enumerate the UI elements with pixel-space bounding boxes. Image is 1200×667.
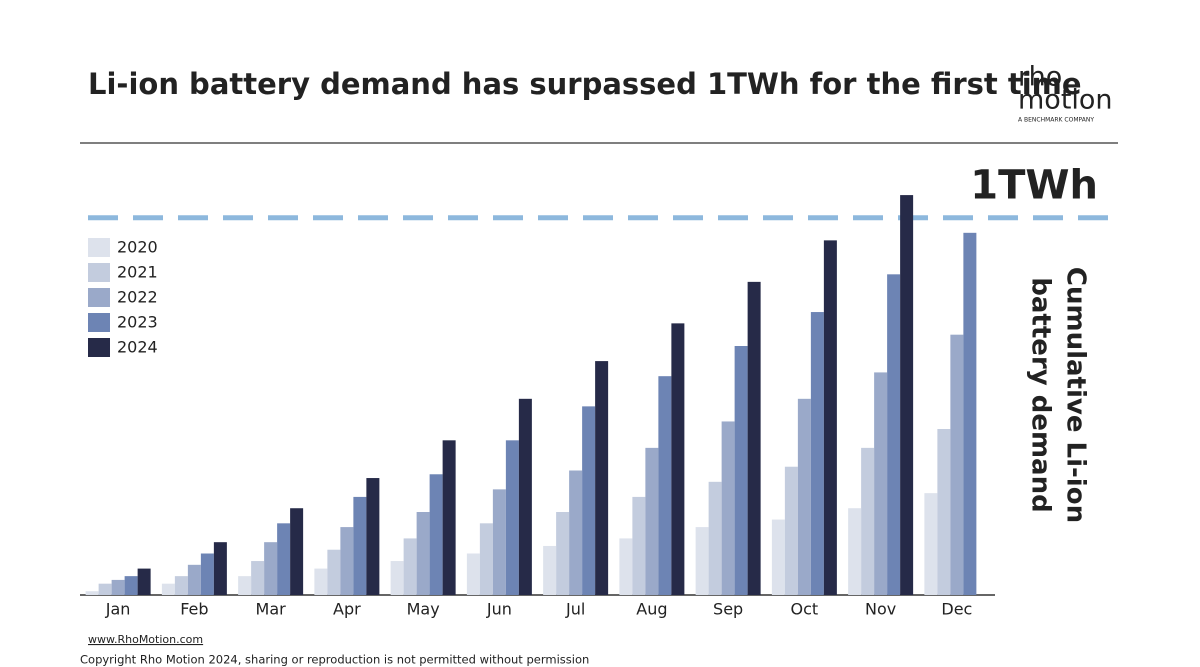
legend-label: 2021 [117, 263, 158, 282]
footer-website: www.RhoMotion.com [88, 633, 203, 646]
bar [708, 481, 722, 595]
bar [671, 323, 685, 595]
bar [314, 568, 328, 595]
bar [721, 421, 735, 595]
bar [810, 312, 824, 595]
legend-label: 2020 [117, 238, 158, 257]
bar [556, 512, 570, 595]
bar [403, 538, 417, 595]
bar [518, 398, 532, 595]
legend-label: 2022 [117, 288, 158, 307]
bar [416, 512, 430, 595]
legend-swatch [88, 238, 110, 257]
logo-line2: motion [1018, 85, 1113, 116]
x-tick-label: Nov [865, 600, 896, 619]
bar [658, 376, 672, 595]
bar [747, 281, 761, 595]
bar [595, 361, 609, 595]
logo-line1: rho [1018, 62, 1062, 93]
bar [924, 493, 938, 595]
bar [340, 527, 354, 595]
y-axis-label: battery demand [1026, 277, 1056, 512]
bar [848, 508, 862, 595]
bar [823, 240, 837, 595]
bar [734, 346, 748, 595]
bar [161, 583, 175, 595]
legend-label: 2023 [117, 313, 158, 332]
bar [390, 561, 404, 595]
y-axis-label: Cumulative Li-ion [1061, 267, 1091, 523]
x-tick-label: Jun [486, 600, 512, 619]
chart-title: Li-ion battery demand has surpassed 1TWh… [88, 67, 1082, 101]
bar [784, 466, 798, 595]
bar [963, 232, 977, 595]
legend-swatch [88, 263, 110, 282]
bar [887, 274, 901, 595]
bar [950, 334, 964, 595]
bar [771, 519, 785, 595]
bar [900, 195, 914, 595]
logo-tagline: A BENCHMARK COMPANY [1018, 117, 1094, 124]
x-tick-label: Dec [941, 600, 972, 619]
legend-swatch [88, 313, 110, 332]
bar [466, 553, 480, 595]
bar [327, 549, 341, 595]
bar [797, 398, 811, 595]
bar [569, 470, 583, 595]
bar [277, 523, 291, 595]
footer-copyright: Copyright Rho Motion 2024, sharing or re… [80, 653, 589, 667]
legend-label: 2024 [117, 338, 158, 357]
x-tick-label: Sep [713, 600, 743, 619]
bar [645, 447, 659, 595]
bar [290, 508, 304, 595]
bar [619, 538, 633, 595]
legend-swatch [88, 288, 110, 307]
bar [264, 542, 278, 595]
bar [111, 579, 125, 595]
bar [632, 496, 646, 595]
reference-label: 1TWh [970, 163, 1098, 209]
bar [937, 429, 951, 595]
x-tick-label: Jul [565, 600, 585, 619]
x-tick-label: Oct [791, 600, 819, 619]
bar [98, 583, 112, 595]
x-tick-label: Feb [180, 600, 208, 619]
bar [137, 568, 151, 595]
bar [353, 496, 367, 595]
bar [874, 372, 888, 595]
bar [492, 489, 506, 595]
bar [695, 527, 709, 595]
bar [505, 440, 519, 595]
bar [251, 561, 265, 595]
bar [479, 523, 493, 595]
bar [174, 576, 188, 595]
bar [861, 447, 875, 595]
bar [429, 474, 443, 595]
x-tick-label: Jan [105, 600, 131, 619]
bar [213, 542, 227, 595]
bar [543, 545, 557, 595]
x-tick-label: Apr [333, 600, 361, 619]
bar [366, 478, 380, 595]
bar [85, 591, 99, 595]
x-tick-label: Mar [256, 600, 287, 619]
bar [582, 406, 596, 595]
legend-swatch [88, 338, 110, 357]
bar [442, 440, 456, 595]
x-tick-label: May [407, 600, 440, 619]
bar [124, 576, 138, 595]
x-tick-label: Aug [636, 600, 667, 619]
bar [238, 576, 252, 595]
bar [200, 553, 214, 595]
bar [187, 564, 201, 595]
